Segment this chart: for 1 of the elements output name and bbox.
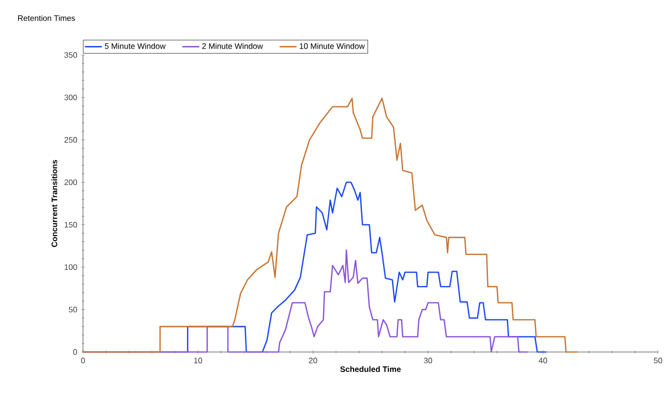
- line-series: [82, 98, 578, 353]
